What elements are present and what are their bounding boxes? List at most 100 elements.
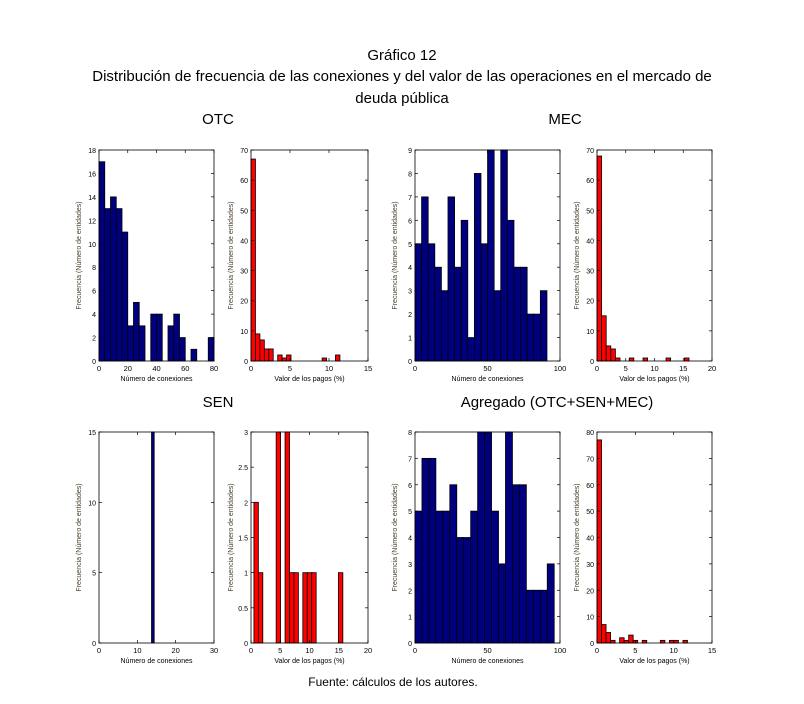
y-tick-label: 50: [586, 509, 594, 516]
x-tick-label: 20: [171, 646, 179, 655]
histogram-bar: [463, 537, 472, 644]
y-tick-label: 1: [408, 615, 412, 622]
y-tick-label: 14: [88, 195, 96, 202]
y-tick-label: 20: [240, 299, 248, 306]
x-axis-label: Número de conexiones: [452, 376, 524, 383]
y-tick-label: 40: [240, 238, 248, 245]
histogram-bar: [615, 357, 621, 362]
axes-box: [250, 149, 369, 362]
y-tick-label: 5: [408, 242, 412, 249]
histogram-bar: [335, 354, 341, 362]
histogram-bar: [255, 333, 261, 362]
y-tick-label: 5: [92, 571, 96, 578]
histogram-bar: [190, 348, 198, 362]
x-tick-label: 0: [249, 364, 253, 373]
histogram-bar: [491, 510, 499, 644]
y-tick-label: 3: [408, 289, 412, 296]
figure-subtitle-line2: deuda pública: [355, 90, 449, 107]
axes-box: [596, 149, 713, 362]
histogram-bar: [115, 208, 123, 362]
x-axis-label: Número de conexiones: [121, 376, 193, 383]
histogram-bar: [428, 457, 437, 644]
x-tick-label: 10: [305, 646, 313, 655]
histogram-bar: [470, 510, 479, 644]
histogram-bar: [454, 266, 462, 362]
histogram-bar: [150, 313, 157, 362]
y-tick-label: 4: [408, 265, 412, 272]
y-tick-label: 80: [586, 430, 594, 437]
x-tick-label: 0: [413, 364, 417, 373]
histogram-bar: [546, 563, 555, 644]
histogram-bar: [525, 589, 534, 644]
chart-3: 0 10 20 30 40 50 60 70 0 5 10 15 20 Valor de los pago…: [574, 148, 716, 383]
histogram-bar: [473, 173, 482, 362]
histogram-bar: [442, 510, 451, 644]
histogram-bar: [306, 572, 313, 644]
histogram-bar: [498, 563, 506, 644]
panel-title-otc: OTC: [202, 111, 234, 128]
y-tick-label: 20: [586, 299, 594, 306]
y-tick-label: 4: [408, 536, 412, 543]
axes-box: [596, 431, 713, 644]
histogram-bar: [505, 431, 513, 644]
histogram-bar: [447, 196, 455, 362]
x-tick-label: 5: [633, 646, 637, 655]
y-tick-label: 2.5: [238, 465, 248, 472]
x-tick-label: 50: [483, 364, 491, 373]
axes-box: [98, 431, 215, 644]
source-note: Fuente: cálculos de los autores.: [308, 675, 478, 689]
x-tick-label: 60: [181, 364, 189, 373]
histogram-bar: [257, 572, 264, 644]
y-tick-label: 0.5: [238, 606, 248, 613]
y-tick-label: 1: [244, 571, 248, 578]
y-tick-label: 70: [586, 148, 594, 155]
histogram-bar: [449, 484, 458, 644]
y-tick-label: 16: [88, 171, 96, 178]
chart-5: 0 0.5 1 1.5 2 2.5 3 0 5 10 15 20 Valor de los pagos …: [228, 430, 372, 665]
y-tick-label: 60: [586, 178, 594, 185]
histogram-bar: [284, 431, 290, 644]
y-tick-label: 70: [586, 456, 594, 463]
y-tick-label: 0: [590, 641, 594, 648]
y-tick-label: 15: [88, 430, 96, 437]
histogram-bar: [487, 149, 495, 362]
y-tick-label: 40: [586, 238, 594, 245]
y-tick-label: 60: [586, 483, 594, 490]
y-tick-label: 3: [408, 562, 412, 569]
y-tick-label: 1: [408, 336, 412, 343]
histogram-bar: [179, 337, 186, 362]
x-tick-label: 80: [210, 364, 218, 373]
y-tick-label: 20: [586, 588, 594, 595]
histogram-bar: [156, 313, 163, 362]
y-tick-label: 0: [408, 641, 412, 648]
x-tick-label: 15: [679, 364, 687, 373]
histogram-bar: [684, 357, 690, 362]
x-tick-label: 0: [413, 646, 417, 655]
x-tick-label: 20: [124, 364, 132, 373]
x-axis-label: Número de conexiones: [121, 658, 193, 665]
x-axis-label: Valor de los pagos (%): [619, 658, 689, 665]
histogram-bar: [167, 325, 175, 362]
histogram-bar: [628, 634, 634, 644]
y-tick-label: 5: [408, 509, 412, 516]
histogram-bar: [456, 537, 465, 644]
y-tick-label: 40: [586, 536, 594, 543]
x-tick-label: 10: [669, 646, 677, 655]
histogram-bar: [321, 357, 327, 362]
histogram-bar: [520, 266, 528, 362]
chart-6: 0 1 2 3 4 5 6 7 8 0 50 100 Número de conexiones Frecu…: [392, 430, 566, 665]
x-tick-label: 15: [364, 364, 372, 373]
histogram-bar: [440, 290, 449, 362]
y-axis-label: Frecuencia (Número de entidades): [574, 201, 581, 309]
y-tick-label: 0: [244, 641, 248, 648]
histogram-bar: [596, 155, 602, 362]
histogram-bar: [281, 357, 287, 362]
chart-4: 0 5 10 15 0 10 20 30 Número de conexiones Frecuen…: [76, 430, 218, 665]
panel-title-sen: SEN: [202, 394, 234, 411]
y-tick-label: 0: [408, 359, 412, 366]
histogram-bar: [477, 431, 486, 644]
x-tick-label: 20: [364, 646, 372, 655]
chart-0: 0 2 4 6 8 10 12 14 16 18 0 20 40 60 80 Número de conexi…: [76, 148, 218, 383]
